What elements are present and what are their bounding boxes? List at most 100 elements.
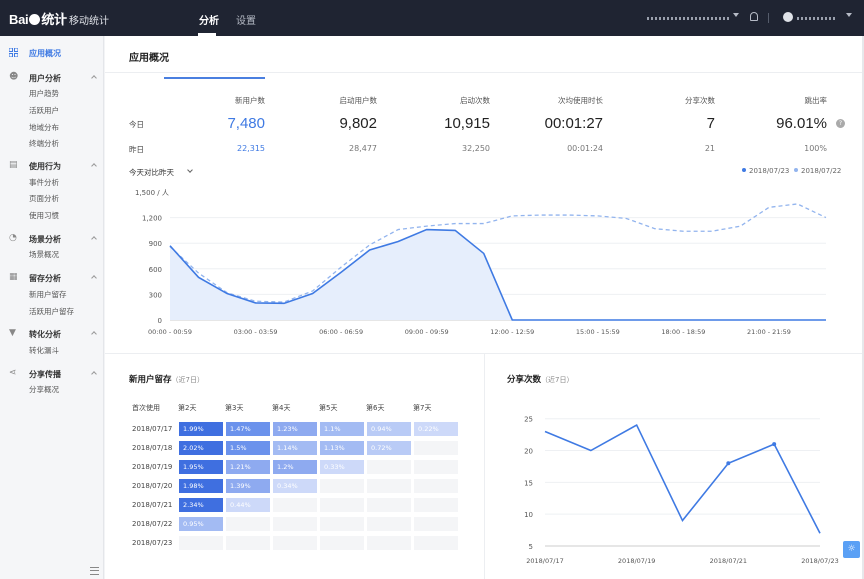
chevron-up-icon[interactable] (91, 331, 97, 337)
chevron-up-icon[interactable] (91, 236, 97, 242)
data-point (726, 461, 731, 466)
metric-header-launches[interactable]: 启动次数 (460, 96, 490, 105)
chevron-down-icon[interactable] (187, 167, 193, 173)
baidu-logo[interactable]: Bai 统计 (9, 12, 67, 27)
sidebar-item-habits[interactable]: 使用习惯 (29, 211, 59, 220)
retention-title: 新用户留存（近7日） (129, 373, 204, 385)
retention-cell: 1.23% (273, 422, 317, 436)
info-icon[interactable]: ? (836, 119, 845, 128)
retention-col-header: 第7天 (413, 404, 432, 412)
y-tick-label: 0 (158, 317, 162, 325)
sidebar-item-pages[interactable]: 页面分析 (29, 194, 59, 203)
x-tick-label: 18:00 - 18:59 (661, 328, 705, 336)
chevron-up-icon[interactable] (91, 75, 97, 81)
metric-yesterday-launch-users: 28,477 (349, 144, 377, 153)
sidebar-item-overview[interactable]: 应用概况 (0, 44, 104, 62)
y-tick-label: 300 (149, 291, 162, 299)
metric-yesterday-avg-duration: 00:01:24 (567, 144, 603, 153)
user-menu[interactable] (797, 17, 837, 20)
chevron-up-icon[interactable] (91, 275, 97, 281)
y-tick-label: 20 (524, 448, 533, 456)
row-label-yesterday: 昨日 (129, 145, 144, 154)
sidebar-item-scene-overview[interactable]: 场景概况 (29, 250, 59, 259)
retention-col-header: 第4天 (272, 404, 291, 412)
sidebar-group-title: 用户分析 (29, 74, 61, 83)
chevron-up-icon[interactable] (91, 163, 97, 169)
retention-row-date: 2018/07/18 (132, 444, 173, 452)
page-title: 应用概况 (129, 53, 169, 64)
scrollbar[interactable] (862, 36, 864, 579)
nav-analysis[interactable]: 分析 (199, 16, 219, 27)
metric-value-launch-users: 9,802 (339, 115, 377, 132)
retention-cell: 1.95% (179, 460, 223, 474)
retention-cell: 1.47% (226, 422, 270, 436)
account-selector[interactable] (647, 17, 731, 20)
sidebar-item-new-retention[interactable]: 新用户留存 (29, 290, 67, 299)
funnel-icon: ▼ (9, 328, 16, 338)
user-icon: ☻ (9, 72, 19, 82)
x-tick-label: 03:00 - 03:59 (234, 328, 278, 336)
retention-cell: 0.95% (179, 517, 223, 531)
active-metric-indicator (164, 77, 265, 79)
series-line-yesterday (169, 203, 827, 303)
y-tick-label: 25 (524, 416, 533, 424)
nav-settings[interactable]: 设置 (236, 16, 256, 27)
sidebar-item-active-users[interactable]: 活跃用户 (29, 106, 59, 115)
share-subtitle: （近7日） (541, 376, 574, 384)
retention-cell: 0.94% (367, 422, 411, 436)
retention-cell-empty (414, 536, 458, 550)
sidebar-item-active-retention[interactable]: 活跃用户留存 (29, 307, 74, 316)
sidebar-item-user-trend[interactable]: 用户趋势 (29, 89, 59, 98)
retention-cell-empty (367, 536, 411, 550)
x-tick-label: 2018/07/23 (801, 557, 838, 565)
sidebar-group-title: 使用行为 (29, 162, 61, 171)
sidebar-item-events[interactable]: 事件分析 (29, 178, 59, 187)
collapse-sidebar-icon[interactable] (90, 567, 99, 575)
legend-label: 2018/07/22 (801, 167, 842, 175)
retention-cell: 1.5% (226, 441, 270, 455)
metric-header-avg-duration[interactable]: 次均使用时长 (558, 96, 603, 105)
x-tick-label: 06:00 - 06:59 (319, 328, 363, 336)
series-line-today (169, 228, 826, 321)
legend-item-yesterday[interactable]: 2018/07/22 (794, 167, 841, 175)
metric-header-launch-users[interactable]: 启动用户数 (339, 96, 378, 105)
x-tick-label: 21:00 - 21:59 (747, 328, 791, 336)
grid-icon (9, 48, 18, 57)
retention-cell: 2.34% (179, 498, 223, 512)
trend-chart[interactable]: 1,500 / 人 0 300 600 900 1,200 00:00 - 00:59 03:… (105, 184, 863, 344)
x-tick-label: 15:00 - 15:59 (576, 328, 620, 336)
metric-header-bounce-rate[interactable]: 跳出率 (804, 96, 828, 105)
nav-active-underline (198, 33, 216, 36)
topbar-divider (768, 13, 769, 23)
retention-cell: 0.34% (273, 479, 317, 493)
retention-cell-empty (273, 536, 317, 550)
bell-icon[interactable] (750, 12, 758, 21)
legend-dot (742, 168, 746, 172)
chevron-up-icon[interactable] (91, 371, 97, 377)
row-label-today: 今日 (129, 120, 144, 129)
retention-cell-empty (226, 536, 270, 550)
sidebar-item-funnel[interactable]: 转化漏斗 (29, 346, 59, 355)
legend-item-today[interactable]: 2018/07/23 (742, 167, 789, 175)
retention-cell-empty (367, 517, 411, 531)
metric-header-new-users[interactable]: 新用户数 (235, 96, 265, 105)
y-tick-label: 600 (149, 266, 162, 274)
avatar[interactable] (783, 12, 793, 22)
compare-selector[interactable]: 今天对比昨天 (129, 168, 174, 177)
retention-subtitle: （近7日） (171, 376, 204, 384)
feedback-button[interactable]: ☼ (843, 541, 860, 558)
share-chart[interactable]: 5 10 15 20 25 2018/07/17 2018/07/19 2018/07/21 2… (485, 396, 863, 579)
chevron-down-icon[interactable] (733, 13, 739, 17)
metric-value-avg-duration: 00:01:27 (544, 115, 603, 132)
chevron-down-icon[interactable] (846, 13, 852, 17)
sidebar-item-geo[interactable]: 地域分布 (29, 123, 59, 132)
retention-col-header: 第3天 (225, 404, 244, 412)
retention-cell-empty (179, 536, 223, 550)
retention-cell-empty (367, 460, 411, 474)
sidebar-group-title: 场景分析 (29, 235, 61, 244)
retention-title-text: 新用户留存 (129, 375, 172, 385)
sidebar-item-share-overview[interactable]: 分享概况 (29, 385, 59, 394)
sidebar-item-device[interactable]: 终端分析 (29, 139, 59, 148)
retention-cell-empty (414, 498, 458, 512)
metric-header-shares[interactable]: 分享次数 (685, 96, 715, 105)
